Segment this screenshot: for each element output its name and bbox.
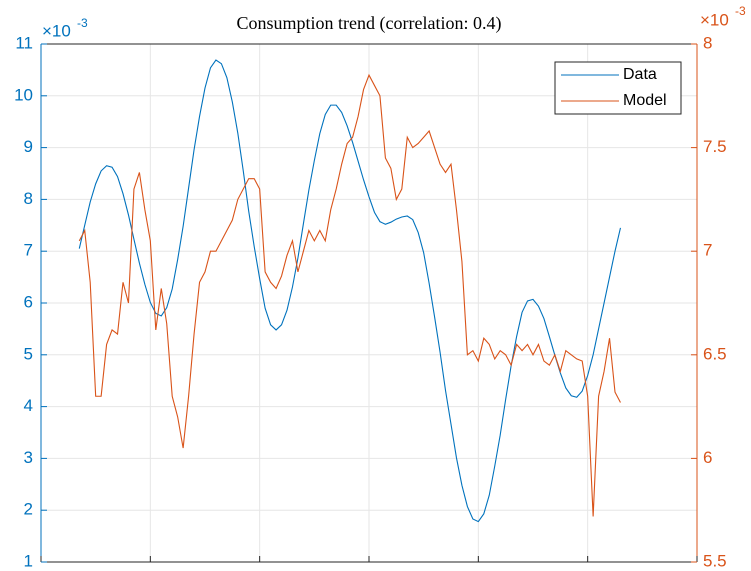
y-exponent: -3: [77, 16, 88, 30]
y-tick-label: 8: [24, 189, 33, 208]
legend-label: Model: [623, 92, 667, 109]
y2-tick-label: 6.5: [703, 344, 727, 363]
y2-tick-label: 5.5: [703, 551, 727, 570]
data-line: [78, 73, 621, 517]
legend: Data Model: [554, 61, 682, 115]
y-tick-label: 1: [24, 551, 33, 570]
y-tick-label: 10: [14, 85, 33, 104]
legend-label: Data: [623, 66, 657, 83]
data-line: [78, 59, 622, 523]
y-tick-label: 7: [24, 241, 33, 260]
y-tick-label: 4: [24, 396, 33, 415]
chart-title: Consumption trend (correlation: 0.4): [237, 13, 502, 34]
y-tick-label: 9: [24, 137, 33, 156]
y2-exponent: -3: [735, 4, 746, 18]
y-tick-label: 3: [24, 448, 33, 467]
y2-tick-label: 6: [703, 448, 712, 467]
y2-tick-label: 8: [703, 33, 712, 52]
y-multiplier: ×10: [42, 21, 71, 40]
y-tick-label: 5: [24, 344, 33, 363]
y2-tick-label: 7: [703, 241, 712, 260]
y-tick-label: 11: [15, 33, 33, 52]
legend-box: [554, 61, 682, 115]
y2-tick-label: 7.5: [703, 137, 727, 156]
y-tick-label: 6: [24, 292, 33, 311]
y-tick-label: 2: [24, 500, 33, 519]
y2-multiplier: ×10: [700, 10, 729, 29]
